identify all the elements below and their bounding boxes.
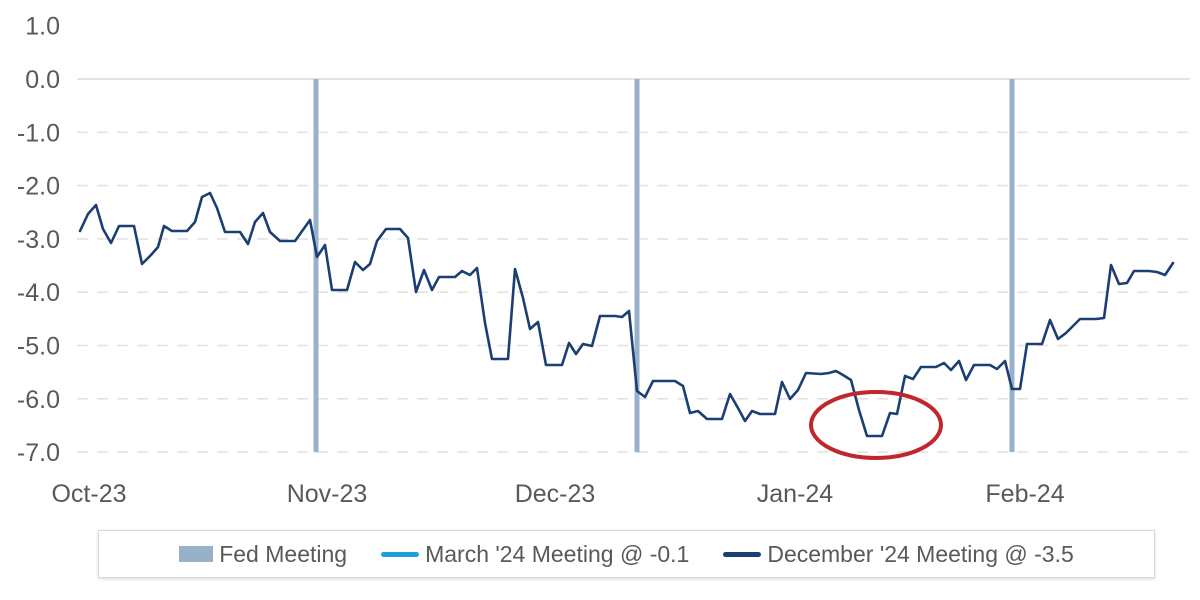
fed-meeting-bar [634, 79, 640, 453]
x-tick-label: Nov-23 [287, 480, 368, 508]
y-tick-label: -2.0 [17, 173, 60, 201]
fed-meeting-bar [313, 79, 319, 453]
legend-item-fed-meeting: Fed Meeting [179, 541, 347, 568]
y-tick-label: -3.0 [17, 226, 60, 254]
gridlines [77, 78, 1190, 453]
legend-label: December '24 Meeting @ -3.5 [767, 540, 1074, 567]
legend-item-march-24: March '24 Meeting @ -0.1 [381, 541, 689, 568]
y-tick-label: 0.0 [25, 66, 60, 94]
legend-item-december-24: December '24 Meeting @ -3.5 [723, 540, 1074, 568]
legend-label: Fed Meeting [219, 540, 348, 567]
x-tick-label: Oct-23 [51, 480, 126, 508]
x-tick-label: Feb-24 [985, 480, 1064, 508]
march-24-line-swatch-icon [381, 551, 420, 557]
y-axis: 1.0 0.0 -1.0 -2.0 -3.0 -4.0 -5.0 -6.0 -7.0 [17, 13, 60, 467]
december-24-line-swatch-icon [723, 551, 762, 557]
legend-label: March '24 Meeting @ -0.1 [425, 540, 690, 567]
legend: Fed Meeting March '24 Meeting @ -0.1 Dec… [98, 530, 1155, 578]
x-tick-label: Dec-23 [515, 480, 596, 508]
x-tick-label: Jan-24 [757, 480, 834, 508]
y-tick-label: -7.0 [17, 439, 60, 467]
y-tick-label: -1.0 [17, 119, 60, 147]
x-axis: Oct-23 Nov-23 Dec-23 Jan-24 Feb-24 [51, 480, 1064, 508]
y-tick-label: -4.0 [17, 279, 60, 307]
y-tick-label: -6.0 [17, 386, 60, 414]
fed-meeting-bars [313, 79, 1015, 453]
december-24-meeting-line [78, 191, 1175, 438]
y-tick-label: -5.0 [17, 333, 60, 361]
annotation-ellipse [809, 390, 943, 460]
fed-meeting-swatch-icon [179, 546, 214, 562]
fed-meeting-bar [1009, 79, 1015, 453]
y-tick-label: 1.0 [25, 13, 60, 41]
